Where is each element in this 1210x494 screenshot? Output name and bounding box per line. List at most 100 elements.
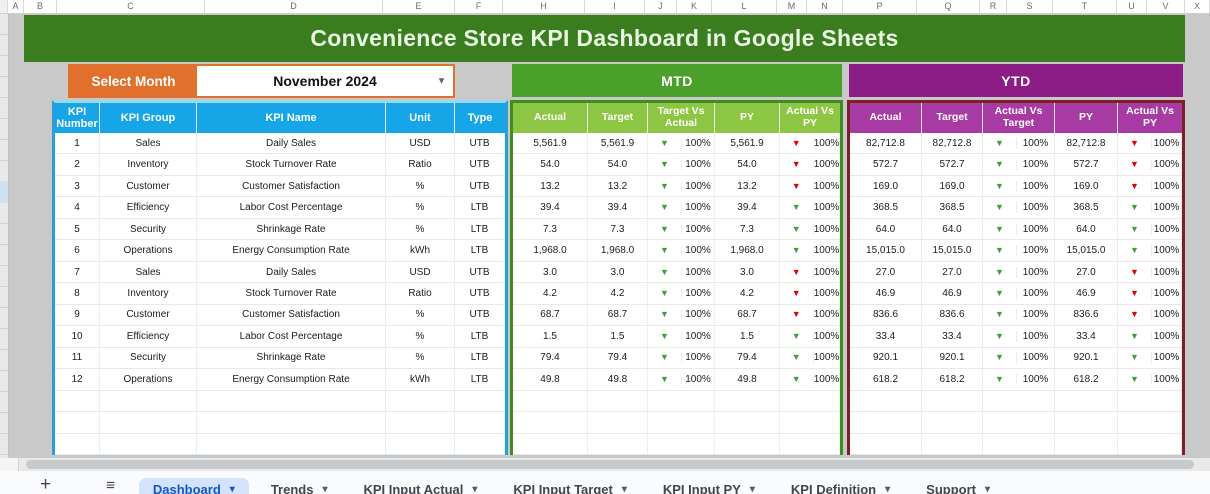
ytd-section-header: YTD [849, 64, 1183, 97]
horizontal-scrollbar[interactable] [0, 458, 1210, 471]
column-header-E[interactable]: E [383, 0, 455, 14]
month-dropdown[interactable]: November 2024 ▾ [197, 66, 453, 96]
red-down-arrow-icon: ▼ [791, 159, 801, 170]
column-header-T[interactable]: T [1053, 0, 1117, 14]
column-header-J[interactable]: J [645, 0, 677, 14]
empty-cell [922, 433, 983, 455]
sheet-tab-support[interactable]: Support ▾ [912, 478, 1004, 494]
column-header-P[interactable]: P [843, 0, 917, 14]
cell-mtd-actual-vs-py: ▼ 100% [780, 347, 840, 369]
cell-mtd-actual: 79.4 [513, 347, 588, 369]
cell-kpi-group: Operations [100, 240, 197, 261]
ytd-values-table: Actual Target Actual Vs Target PY Actual… [847, 100, 1185, 456]
column-header-M[interactable]: M [777, 0, 807, 14]
cell-mtd-target-vs-actual: ▼ 100% [648, 218, 715, 240]
cell-mtd-actual: 1.5 [513, 326, 588, 347]
sheet-tab-kpi-input-py[interactable]: KPI Input PY ▾ [649, 478, 769, 494]
sheet-tab-trends[interactable]: Trends ▾ [257, 478, 342, 494]
all-sheets-menu-button[interactable]: ≡ [106, 477, 115, 494]
column-header-X[interactable]: X [1185, 0, 1210, 14]
green-down-arrow-icon: ▼ [791, 223, 801, 234]
cell-ytd-actual: 169.0 [850, 175, 922, 197]
cell-mtd-actual: 49.8 [513, 369, 588, 390]
tab-menu-arrow-icon[interactable]: ▾ [984, 484, 991, 494]
cell-ytd-actual-vs-py: ▼ 100% [1118, 261, 1182, 283]
cell-mtd-py: 5,561.9 [715, 133, 780, 154]
green-down-arrow-icon: ▼ [791, 245, 801, 256]
cell-type: LTB [455, 326, 505, 347]
column-header-A[interactable]: A [8, 0, 24, 14]
percent-value: 100% [812, 288, 840, 300]
add-sheet-button[interactable]: + [40, 474, 52, 494]
cell-ytd-actual-vs-target: ▼ 100% [983, 240, 1055, 261]
table-row: 836.6 836.6 ▼ 100% 836.6 ▼ 100% [850, 304, 1182, 327]
tab-menu-arrow-icon[interactable]: ▾ [229, 484, 235, 494]
column-header-C[interactable]: C [57, 0, 205, 14]
column-header-S[interactable]: S [1007, 0, 1053, 14]
cell-kpi-group: Sales [100, 261, 197, 283]
tab-menu-arrow-icon[interactable]: ▾ [749, 484, 755, 494]
cell-ytd-target: 15,015.0 [922, 240, 983, 261]
cell-ytd-actual-vs-py: ▼ 100% [1118, 347, 1182, 369]
column-header-Q[interactable]: Q [917, 0, 980, 14]
cell-ytd-actual-vs-target: ▼ 100% [983, 326, 1055, 347]
column-header-V[interactable]: V [1147, 0, 1185, 14]
cell-kpi-group: Customer [100, 175, 197, 197]
scrollbar-thumb[interactable] [26, 460, 1194, 469]
cell-ytd-target: 836.6 [922, 304, 983, 326]
empty-cell [1055, 433, 1118, 455]
green-down-arrow-icon: ▼ [995, 180, 1004, 191]
tab-menu-arrow-icon[interactable]: ▾ [621, 484, 627, 494]
empty-cell [455, 433, 505, 455]
cell-mtd-target: 39.4 [588, 197, 648, 218]
sheet-tab-kpi-input-actual[interactable]: KPI Input Actual ▾ [349, 478, 491, 494]
column-header-F[interactable]: F [455, 0, 503, 14]
column-header-K[interactable]: K [677, 0, 712, 14]
cell-unit: USD [386, 261, 455, 283]
cell-ytd-actual-vs-py: ▼ 100% [1118, 133, 1182, 154]
cell-mtd-actual-vs-py: ▼ 100% [780, 133, 840, 154]
percent-value: 100% [812, 266, 840, 278]
table-row [513, 433, 840, 456]
cell-ytd-py: 920.1 [1055, 347, 1118, 369]
empty-cell [648, 390, 715, 412]
table-row: 79.4 79.4 ▼ 100% 79.4 ▼ 100% [513, 347, 840, 370]
cell-mtd-target-vs-actual: ▼ 100% [648, 304, 715, 326]
column-header-N[interactable]: N [807, 0, 843, 14]
cell-unit: kWh [386, 240, 455, 261]
empty-cell [1055, 390, 1118, 412]
column-header-I[interactable]: I [585, 0, 645, 14]
sheet-tab-kpi-definition[interactable]: KPI Definition ▾ [777, 478, 904, 494]
empty-cell [386, 390, 455, 412]
cell-ytd-actual-vs-target: ▼ 100% [983, 218, 1055, 240]
cell-unit: % [386, 218, 455, 240]
column-header-L[interactable]: L [712, 0, 777, 14]
cell-ytd-actual-vs-target: ▼ 100% [983, 283, 1055, 304]
tab-menu-arrow-icon[interactable]: ▾ [885, 484, 891, 494]
column-header-R[interactable]: R [980, 0, 1007, 14]
cell-type: UTB [455, 304, 505, 326]
cell-mtd-actual-vs-py: ▼ 100% [780, 283, 840, 304]
percent-value: 100% [681, 266, 714, 278]
header-ytd-py: PY [1055, 103, 1118, 133]
dropdown-arrow-icon[interactable]: ▾ [438, 75, 444, 87]
cell-kpi-group: Efficiency [100, 326, 197, 347]
green-down-arrow-icon: ▼ [995, 202, 1004, 213]
cell-ytd-actual-vs-target: ▼ 100% [983, 133, 1055, 154]
sheet-tab-kpi-input-target[interactable]: KPI Input Target ▾ [499, 478, 640, 494]
table-row: 46.9 46.9 ▼ 100% 46.9 ▼ 100% [850, 283, 1182, 305]
column-header-U[interactable]: U [1117, 0, 1147, 14]
cell-kpi-group: Inventory [100, 154, 197, 175]
cell-kpi-name: Daily Sales [197, 133, 386, 154]
row-header-gutter[interactable] [0, 14, 9, 458]
empty-cell [780, 412, 840, 433]
tab-menu-arrow-icon[interactable]: ▾ [472, 484, 478, 494]
tab-menu-arrow-icon[interactable]: ▾ [322, 484, 328, 494]
cell-kpi-name: Shrinkage Rate [197, 347, 386, 369]
column-header-B[interactable]: B [24, 0, 57, 14]
column-header-H[interactable]: H [503, 0, 585, 14]
sheet-tab-dashboard[interactable]: Dashboard ▾ [138, 478, 249, 494]
column-header-D[interactable]: D [205, 0, 383, 14]
cell-mtd-target: 7.3 [588, 218, 648, 240]
cell-ytd-target: 618.2 [922, 369, 983, 390]
